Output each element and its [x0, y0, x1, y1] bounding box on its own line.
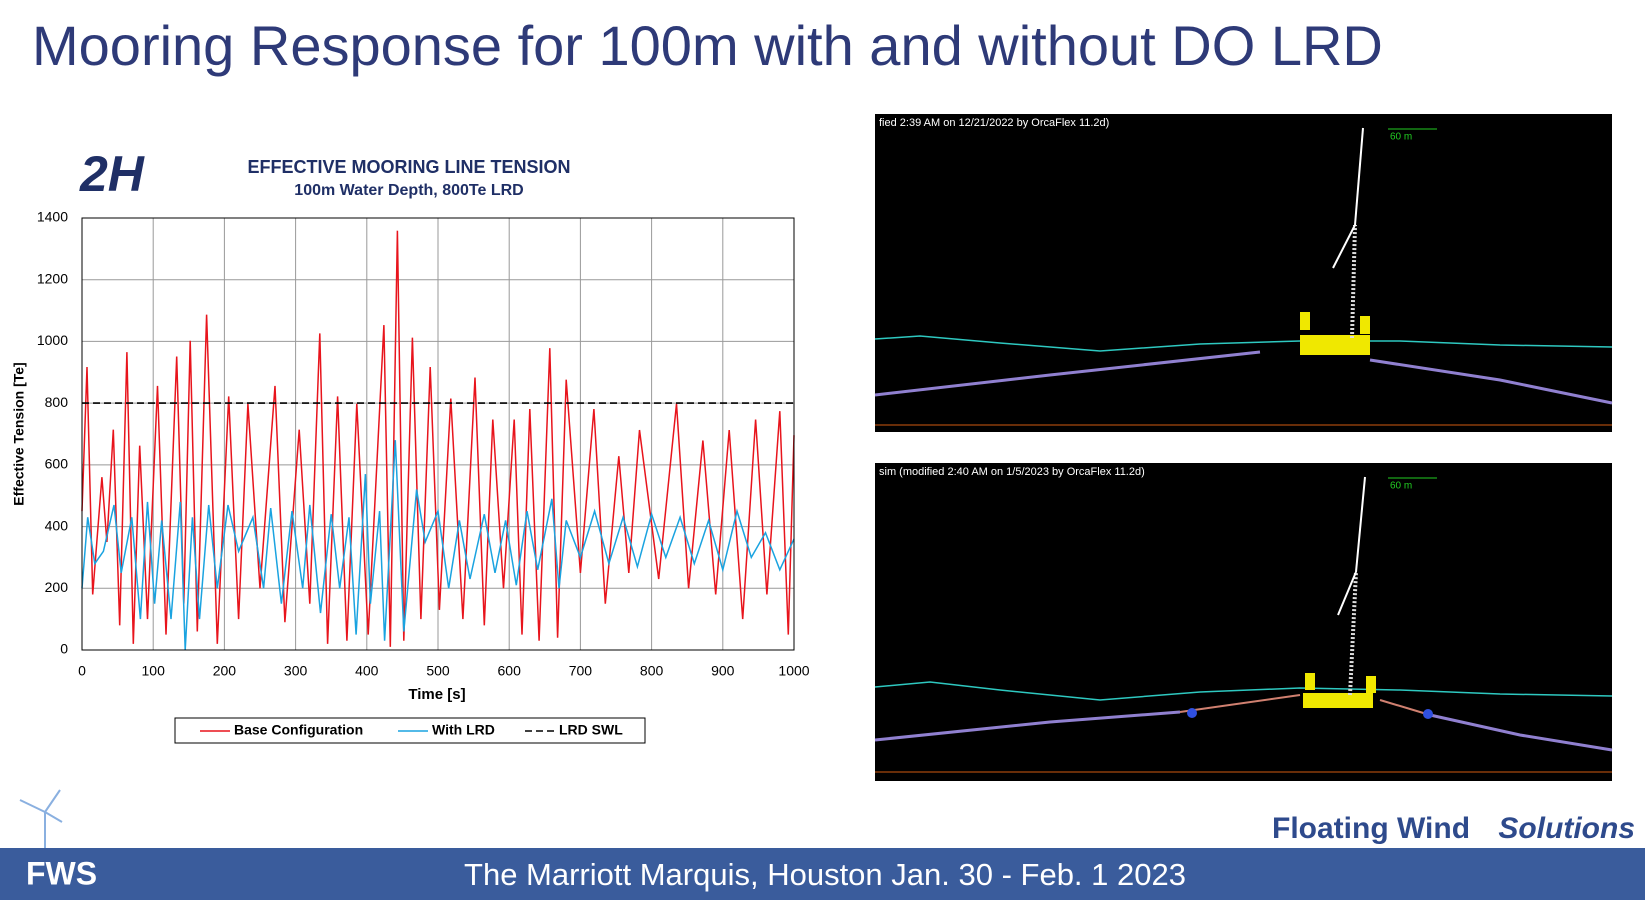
plot-frame — [81, 217, 795, 651]
y-tick-label: 600 — [45, 456, 69, 472]
panel-caption: fied 2:39 AM on 12/21/2022 by OrcaFlex 1… — [879, 117, 1109, 129]
x-tick-label: 200 — [213, 663, 237, 679]
x-tick-label: 600 — [498, 663, 522, 679]
y-tick-label: 800 — [45, 394, 69, 410]
slide-title: Mooring Response for 100m with and witho… — [32, 14, 1383, 77]
series-line — [81, 440, 795, 651]
y-tick-label: 1000 — [37, 332, 68, 348]
chart-subtitle: 100m Water Depth, 800Te LRD — [294, 182, 523, 199]
x-tick-label: 300 — [284, 663, 308, 679]
series-line — [81, 230, 795, 647]
y-tick-label: 400 — [45, 517, 69, 533]
scale-label: 60 m — [1390, 132, 1412, 143]
x-tick-label: 400 — [355, 663, 379, 679]
y-tick-label: 200 — [45, 579, 69, 595]
y-tick-label: 1200 — [37, 270, 68, 286]
y-tick-label: 1400 — [37, 209, 68, 225]
x-tick-label: 100 — [142, 663, 166, 679]
x-tick-label: 700 — [569, 663, 593, 679]
x-tick-label: 800 — [640, 663, 664, 679]
x-tick-label: 900 — [711, 663, 735, 679]
legend-label: Base Configuration — [234, 722, 363, 738]
scale-label: 60 m — [1390, 481, 1412, 492]
panel-caption: sim (modified 2:40 AM on 1/5/2023 by Orc… — [879, 466, 1145, 478]
x-tick-label: 500 — [426, 663, 450, 679]
chart-title: EFFECTIVE MOORING LINE TENSION — [247, 157, 570, 177]
legend-label: With LRD — [432, 722, 495, 738]
brand-emphasis: Solutions — [1498, 812, 1635, 845]
x-tick-label: 0 — [78, 663, 86, 679]
turbine-icon — [19, 789, 63, 848]
y-tick-label: 0 — [60, 641, 68, 657]
brand: Floating Wind — [1272, 812, 1470, 845]
footer-logo: FWS — [26, 855, 97, 891]
footer-bar — [0, 848, 1645, 900]
venue: The Marriott Marquis, Houston Jan. 30 - … — [464, 857, 1186, 892]
x-axis-label: Time [s] — [408, 686, 465, 703]
y-axis-label: Effective Tension [Te] — [11, 362, 27, 505]
simulation-panel: fied 2:39 AM on 12/21/2022 by OrcaFlex 1… — [874, 114, 1613, 432]
simulation-panel: sim (modified 2:40 AM on 1/5/2023 by Orc… — [874, 463, 1613, 781]
x-tick-label: 1000 — [778, 663, 809, 679]
legend-label: LRD SWL — [559, 722, 623, 738]
logo-2h: 2H — [79, 146, 145, 202]
